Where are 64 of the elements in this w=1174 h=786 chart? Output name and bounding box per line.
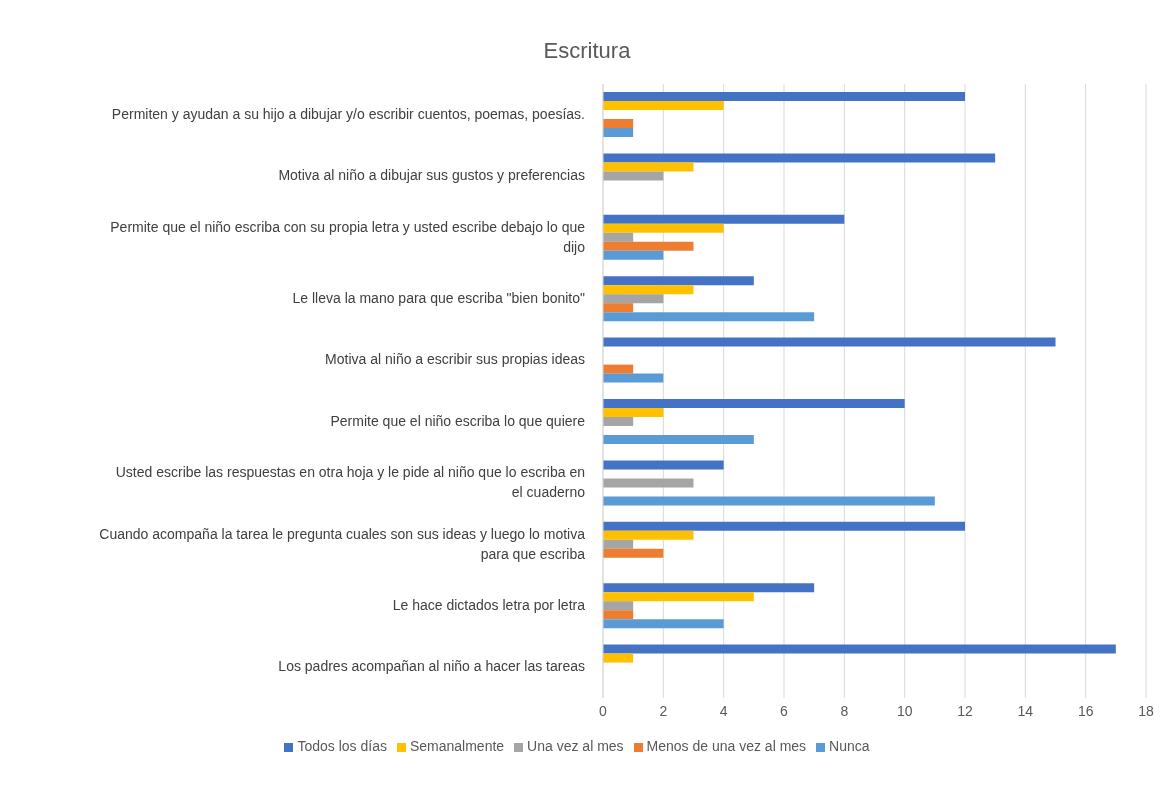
bar: [603, 92, 965, 101]
y-tick-label: Le hace dictados letra por letra: [392, 596, 586, 613]
bar: [603, 583, 815, 593]
chart-title: Escritura: [542, 37, 632, 65]
x-tick-label: 0: [599, 702, 608, 719]
bar: [603, 610, 634, 620]
y-tick-label: Permiten y ayudan a su hijo a dibujar y/o escribir cuentos, poemas, poesías.: [111, 105, 585, 122]
y-tick-label: Cuando acompaña la tarea le pregunta cuales son sus ideas y luego lo motiva para que escriba: [99, 525, 586, 562]
bar: [603, 601, 634, 611]
bar: [603, 521, 965, 531]
bar: [603, 496, 935, 506]
bar: [603, 312, 815, 322]
y-tick-label: Usted escribe las respuestas en otra hoja y le pide al niño que lo escriba en el cuaderno: [115, 464, 586, 501]
bar: [603, 539, 634, 549]
y-tick-label: Le lleva la mano para que escriba "bien bonito": [292, 289, 586, 306]
y-tick-label: Motiva al niño a dibujar sus gustos y preferencias: [278, 167, 585, 184]
legend-label: Menos de una vez al mes: [646, 738, 807, 754]
legend-label: Todos los días: [297, 738, 387, 754]
bar: [603, 214, 845, 224]
bar: [603, 530, 694, 540]
x-tick-label: 14: [1017, 702, 1034, 719]
bar: [603, 162, 694, 172]
bar: [603, 435, 754, 444]
legend-label: Semanalmente: [409, 738, 505, 754]
y-tick-label: Permite que el niño escriba lo que quiere: [330, 412, 586, 429]
bar: [603, 128, 634, 137]
bar: [603, 101, 724, 110]
bar: [603, 478, 694, 488]
x-tick-label: 10: [896, 702, 913, 719]
bar: [603, 364, 634, 374]
bar: [603, 232, 634, 242]
bar: [603, 153, 996, 163]
x-tick-label: 4: [719, 702, 728, 719]
bar: [603, 417, 634, 426]
bar: [603, 644, 1116, 654]
x-tick-label: 12: [957, 702, 973, 719]
bar: [603, 337, 1056, 347]
bar: [603, 548, 664, 558]
bar: [603, 619, 724, 629]
bar: [603, 119, 634, 128]
bar: [603, 399, 905, 408]
legend-label: Nunca: [829, 738, 870, 754]
bar: [603, 303, 634, 313]
bar: [603, 223, 724, 233]
bar: [603, 276, 754, 286]
bar: [603, 241, 694, 251]
legend-label: Una vez al mes: [527, 738, 624, 754]
x-tick-label: 2: [659, 702, 668, 719]
bar: [603, 408, 664, 417]
x-tick-label: 6: [780, 702, 789, 719]
x-tick-label: 8: [840, 702, 849, 719]
bar: [603, 250, 664, 260]
y-tick-label: Los padres acompañan al niño a hacer las tareas: [278, 658, 585, 675]
x-tick-label: 18: [1138, 702, 1154, 719]
bar: [603, 294, 664, 304]
bar: [603, 592, 754, 602]
y-tick-label: Permite que el niño escriba con su propia letra y usted escribe debajo lo que dijo: [110, 218, 586, 255]
bar: [603, 285, 694, 295]
bar: [603, 460, 724, 470]
x-tick-label: 16: [1077, 702, 1094, 719]
bar: [603, 373, 664, 383]
bar: [603, 653, 634, 663]
bar: [603, 171, 664, 181]
y-tick-label: Motiva al niño a escribir sus propias ideas: [325, 351, 585, 368]
